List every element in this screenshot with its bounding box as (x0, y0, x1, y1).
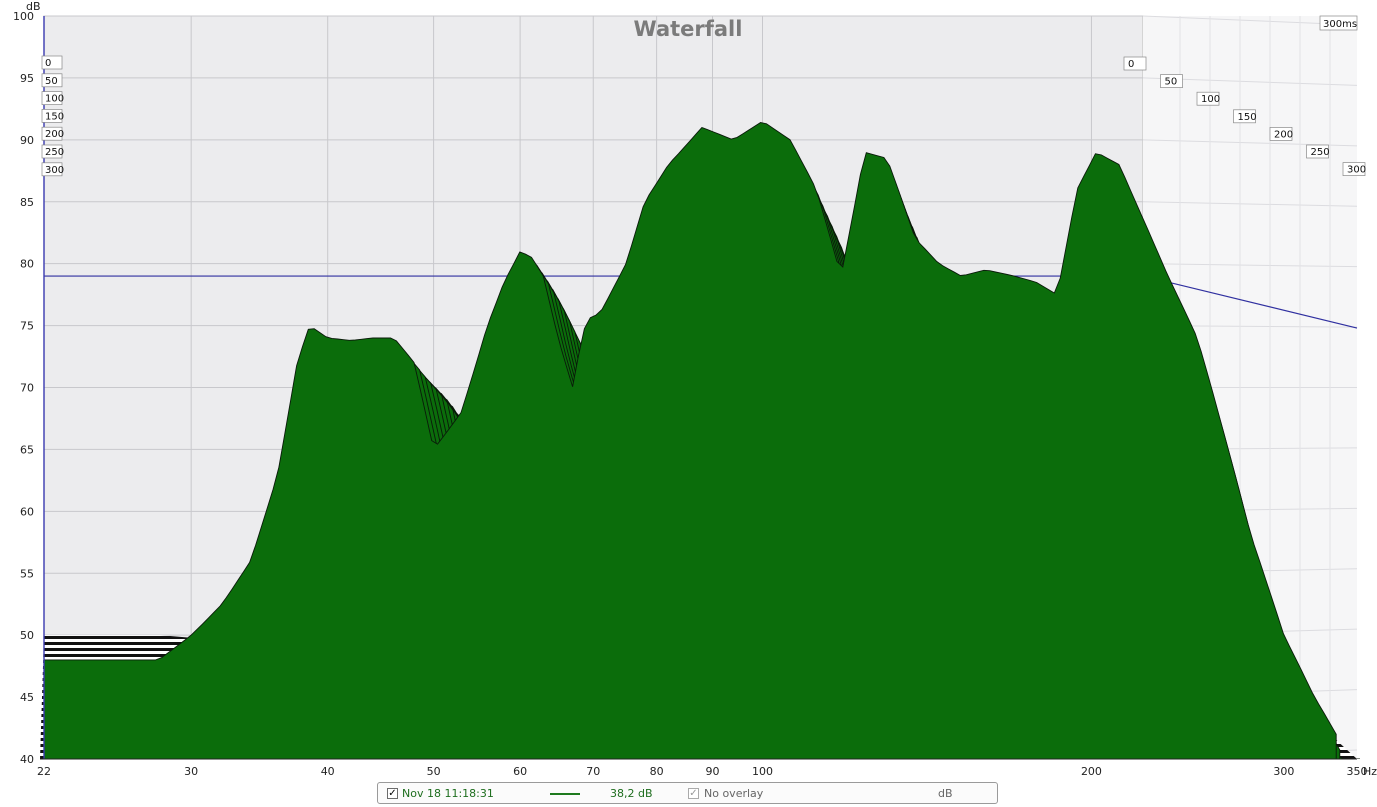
measurement-checkbox[interactable]: ✓ (387, 788, 398, 799)
y-tick-label: 40 (20, 753, 34, 766)
measurement-value: 38,2 dB (610, 787, 653, 800)
time-label-box (41, 73, 63, 88)
time-label-box (1342, 162, 1366, 176)
time-label-box (41, 91, 63, 105)
time-max-box (1319, 15, 1358, 31)
y-tick-label: 45 (20, 691, 34, 704)
time-label-right: 50 (1165, 77, 1178, 88)
x-tick-label: 30 (184, 765, 198, 778)
time-label-box (41, 55, 63, 70)
x-tick-label: 80 (650, 765, 664, 778)
time-axis-max-label: 300ms (1323, 19, 1357, 30)
x-tick-label: 90 (706, 765, 720, 778)
x-tick-label: 50 (427, 765, 441, 778)
time-label-right: 200 (1274, 129, 1293, 140)
waterfall-slices (43, 122, 1360, 759)
y-tick-label: 85 (20, 196, 34, 209)
y-axis-unit: dB (26, 0, 41, 13)
time-label-left: 300 (45, 165, 64, 176)
overlay-unit: dB (938, 787, 953, 800)
time-label-box (41, 162, 63, 177)
x-tick-label: 70 (586, 765, 600, 778)
time-axis-labels: 0 0 50 50 100 100 150 150 200 200 250 250 300 300 300m… (41, 15, 1366, 177)
y-tick-label: 70 (20, 382, 34, 395)
time-label-box (41, 144, 63, 159)
time-label-box (1306, 144, 1329, 159)
grid-side-line (1142, 263, 1358, 268)
chart-title: Waterfall (634, 17, 743, 41)
time-label-right: 300 (1347, 165, 1366, 176)
waterfall-slice (43, 122, 1337, 759)
y-axis-ticks: 40 45 50 55 60 65 70 75 80 85 90 95 100 (13, 10, 34, 766)
y-tick-label: 50 (20, 629, 34, 642)
time-label-box (1269, 127, 1293, 141)
measurement-line-swatch (550, 793, 580, 795)
time-label-box (41, 109, 63, 123)
x-tick-label: 40 (321, 765, 335, 778)
x-tick-label: 60 (513, 765, 527, 778)
x-tick-label: 22 (37, 765, 51, 778)
time-label-box (1160, 74, 1183, 88)
y-tick-label: 60 (20, 505, 34, 518)
y-tick-label: 100 (13, 10, 34, 23)
time-label-left: 150 (45, 111, 64, 122)
time-label-box (1196, 91, 1220, 106)
x-tick-label: 100 (752, 765, 773, 778)
time-label-right: 150 (1238, 112, 1257, 123)
legend-bar: ✓ Nov 18 11:18:31 38,2 dB ✓ No overlay d… (377, 782, 998, 804)
y-tick-label: 55 (20, 567, 34, 580)
grid-side-line (1142, 201, 1358, 207)
time-label-box (1233, 109, 1256, 124)
overlay-checkbox[interactable]: ✓ (688, 788, 699, 799)
time-label-right: 250 (1311, 147, 1330, 158)
x-axis-unit: Hz (1363, 765, 1377, 778)
time-label-left: 0 (45, 58, 51, 69)
time-label-box (1123, 56, 1147, 71)
y-tick-label: 65 (20, 443, 34, 456)
time-label-left: 50 (45, 76, 58, 87)
overlay-label: No overlay (704, 787, 764, 800)
x-tick-label: 300 (1273, 765, 1294, 778)
time-label-right: 100 (1201, 94, 1220, 105)
time-label-left: 200 (45, 129, 64, 140)
y-tick-label: 80 (20, 258, 34, 271)
x-tick-label: 200 (1081, 765, 1102, 778)
time-label-left: 250 (45, 147, 64, 158)
y-tick-label: 95 (20, 72, 34, 85)
x-axis-ticks: 22 30 40 50 60 70 80 90 100 200 300 350 (37, 765, 1368, 778)
time-label-left: 100 (45, 94, 64, 105)
measurement-label: Nov 18 11:18:31 (402, 787, 494, 800)
y-tick-label: 75 (20, 320, 34, 333)
y-tick-label: 90 (20, 134, 34, 147)
x-tick-label: 350 (1347, 765, 1368, 778)
time-label-box (41, 126, 63, 141)
time-label-right: 0 (1128, 59, 1134, 70)
